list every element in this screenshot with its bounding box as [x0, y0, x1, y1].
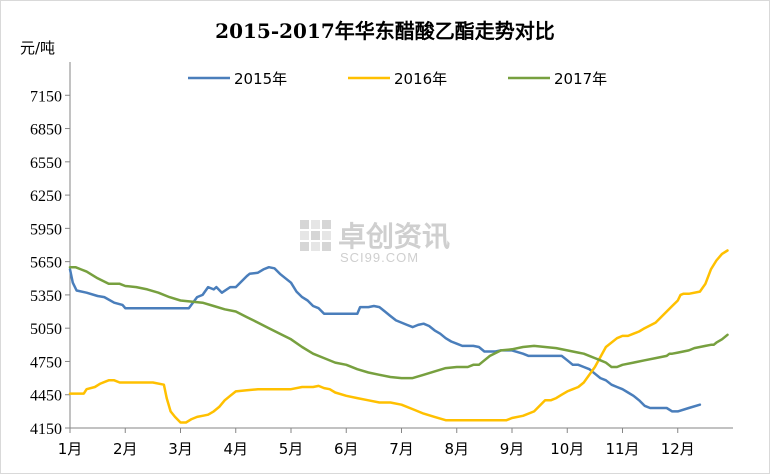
- watermark-logo-cell: [300, 231, 309, 240]
- watermark-logo-cell: [322, 220, 331, 229]
- x-tick-label: 1月: [58, 440, 83, 458]
- y-tick-label: 5950: [30, 221, 62, 238]
- y-tick-label: 7150: [30, 88, 62, 105]
- x-tick-label: 9月: [500, 440, 525, 458]
- x-tick-label: 5月: [279, 440, 304, 458]
- watermark-logo-cell: [311, 220, 320, 229]
- legend-item: 2015年: [188, 70, 287, 88]
- y-axis-unit-label: 元/吨: [20, 39, 55, 57]
- legend-label: 2017年: [554, 70, 607, 88]
- chart-title: 2015-2017年华东醋酸乙酯走势对比: [215, 19, 555, 43]
- x-tick-label: 12月: [661, 440, 695, 458]
- x-tick-label: 11月: [605, 440, 639, 458]
- watermark-logo-cell: [322, 231, 331, 240]
- series-line-2015年: [68, 265, 702, 413]
- y-tick-label: 4150: [30, 421, 62, 438]
- watermark-text: 卓创资讯: [338, 220, 450, 253]
- watermark-logo-cell: [311, 231, 320, 240]
- y-tick-label: 4450: [30, 388, 62, 405]
- x-tick-label: 4月: [223, 440, 248, 458]
- series-line-2017年: [68, 265, 729, 380]
- y-tick-label: 6550: [30, 155, 62, 172]
- y-tick-label: 5350: [30, 288, 62, 305]
- watermark-logo-cell: [300, 242, 309, 251]
- legend-label: 2016年: [394, 70, 447, 88]
- legend: 2015年 2016年 2017年: [188, 70, 607, 88]
- legend-item: 2016年: [348, 70, 447, 88]
- watermark-logo-cell: [322, 242, 331, 251]
- x-tick-label: 2月: [113, 440, 138, 458]
- legend-item: 2017年: [508, 70, 607, 88]
- x-tick-label: 10月: [550, 440, 584, 458]
- watermark-logo-cell: [311, 242, 320, 251]
- watermark: 卓创资讯 SCI99.COM: [300, 220, 450, 265]
- legend-label: 2015年: [234, 70, 287, 88]
- watermark-logo-cell: [300, 220, 309, 229]
- y-tick-label: 4750: [30, 354, 62, 371]
- y-tick-label: 6850: [30, 122, 62, 139]
- axes: 4150 4450 4750 5050 5350 5650 5950 6250 6550 6850…: [30, 62, 733, 458]
- x-tick-label: 8月: [444, 440, 469, 458]
- y-tick-label: 5650: [30, 255, 62, 272]
- x-tick-label: 7月: [389, 440, 414, 458]
- series-layer: [68, 249, 729, 424]
- x-tick-label: 3月: [168, 440, 193, 458]
- y-tick-label: 5050: [30, 321, 62, 338]
- y-tick-label: 6250: [30, 188, 62, 205]
- watermark-subtext: SCI99.COM: [340, 250, 419, 265]
- x-tick-label: 6月: [334, 440, 359, 458]
- series-line-2016年: [68, 249, 729, 424]
